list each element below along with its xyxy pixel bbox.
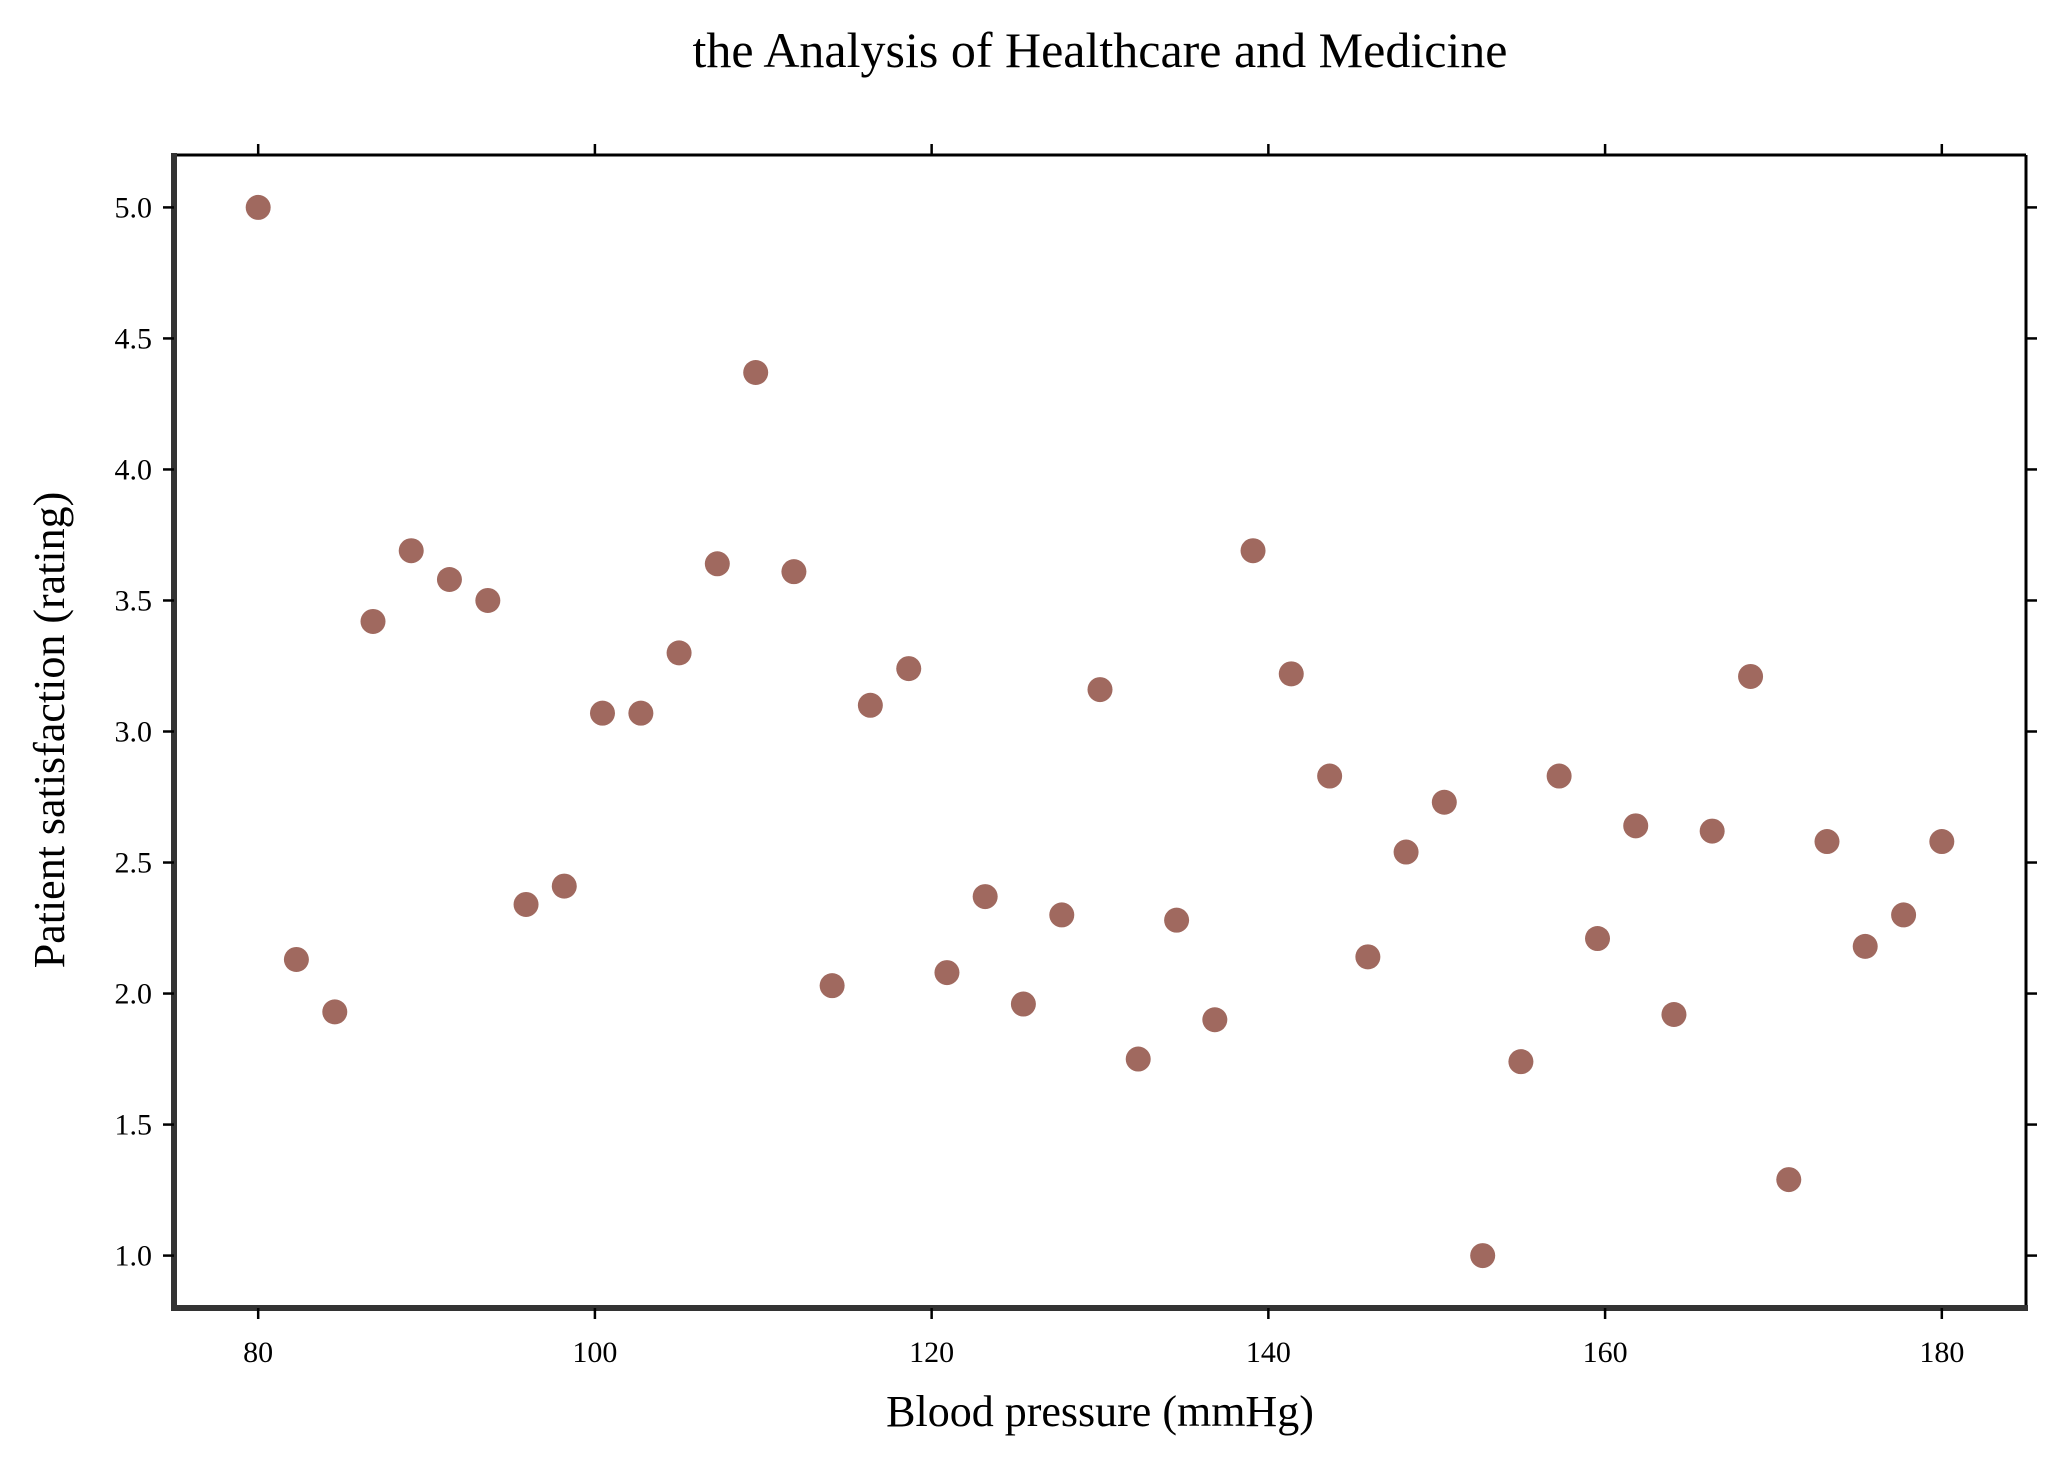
scatter-point	[1585, 926, 1611, 952]
scatter-point	[398, 538, 424, 564]
scatter-point	[513, 891, 539, 917]
y-tick-label: 2.5	[115, 847, 153, 880]
scatter-point	[1738, 663, 1764, 689]
scatter-point	[1470, 1243, 1496, 1269]
scatter-point	[1891, 902, 1917, 928]
scatter-point	[589, 700, 615, 726]
scatter-point	[475, 587, 501, 613]
x-tick-label: 120	[909, 1336, 954, 1369]
scatter-point	[1699, 818, 1725, 844]
x-axis-label: Blood pressure (mmHg)	[886, 1387, 1314, 1436]
scatter-point	[551, 873, 577, 899]
x-tick-label: 80	[243, 1336, 273, 1369]
y-tick-label: 1.5	[115, 1109, 153, 1142]
y-tick-label: 5.0	[115, 191, 153, 224]
scatter-point	[1317, 763, 1343, 789]
scatter-point	[1623, 813, 1649, 839]
scatter-point	[1546, 763, 1572, 789]
scatter-point	[1049, 902, 1075, 928]
x-tick-label: 140	[1246, 1336, 1291, 1369]
scatter-point	[360, 608, 386, 634]
scatter-point	[322, 999, 348, 1025]
scatter-point	[1010, 991, 1036, 1017]
scatter-point	[781, 559, 807, 585]
scatter-point	[1202, 1007, 1228, 1033]
scatter-point	[743, 359, 769, 385]
x-tick-label: 160	[1583, 1336, 1628, 1369]
y-tick-label: 3.5	[115, 584, 153, 617]
scatter-point	[245, 194, 271, 220]
scatter-point	[1240, 538, 1266, 564]
scatter-point	[1431, 789, 1457, 815]
scatter-point	[1929, 829, 1955, 855]
scatter-point	[1508, 1049, 1534, 1075]
scatter-point	[1661, 1002, 1687, 1028]
scatter-point	[704, 551, 730, 577]
chart-title: the Analysis of Healthcare and Medicine	[693, 22, 1508, 78]
scatter-point	[1852, 933, 1878, 959]
y-tick-label: 4.0	[115, 453, 153, 486]
y-tick-label: 3.0	[115, 716, 153, 749]
scatter-point	[1125, 1046, 1151, 1072]
scatter-point	[1776, 1167, 1802, 1193]
y-tick-label: 2.0	[115, 978, 153, 1011]
scatter-point	[1355, 944, 1381, 970]
scatter-point	[819, 973, 845, 999]
scatter-point	[436, 567, 462, 593]
scatter-point	[1393, 839, 1419, 865]
scatter-point	[972, 884, 998, 910]
scatter-point	[666, 640, 692, 666]
plot-area: 80 100 120 140 160 180 1.0 1.5 2.0 2.5 3.0 3.5 4.0 4.…	[115, 144, 2037, 1369]
scatter-point	[857, 692, 883, 718]
scatter-point	[628, 700, 654, 726]
y-tick-label: 4.5	[115, 322, 153, 355]
x-tick-label: 180	[1919, 1336, 1964, 1369]
scatter-point	[1087, 677, 1113, 703]
scatter-point	[1814, 829, 1840, 855]
y-axis-label: Patient satisfaction (rating)	[25, 492, 74, 969]
scatter-point	[1278, 661, 1304, 687]
x-tick-label: 100	[572, 1336, 617, 1369]
scatter-point	[283, 946, 309, 972]
scatter-point	[896, 656, 922, 682]
scatter-point	[934, 960, 960, 986]
scatter-point	[1164, 907, 1190, 933]
y-tick-label: 1.0	[115, 1240, 153, 1273]
